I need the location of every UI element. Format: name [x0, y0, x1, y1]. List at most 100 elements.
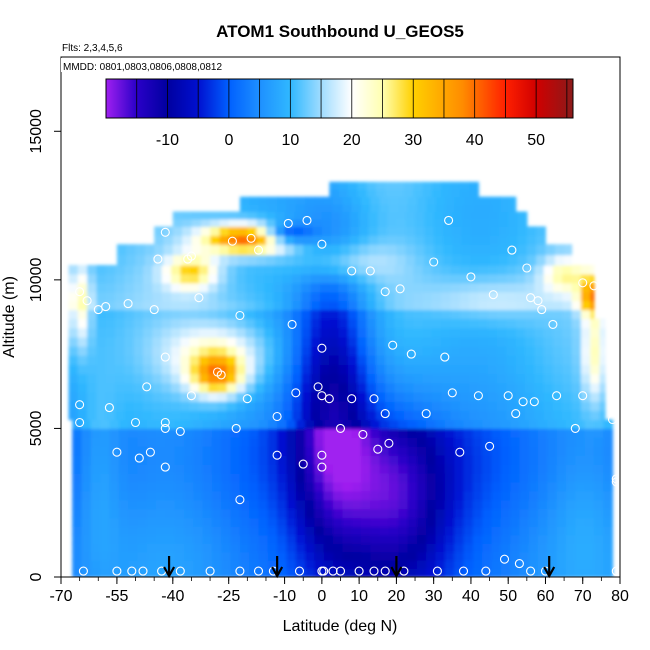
heatmap-cell: [314, 473, 325, 483]
heatmap-cell: [415, 235, 425, 245]
heatmap-cell: [566, 419, 576, 429]
heatmap-cell: [478, 318, 489, 329]
observation-point: [123, 299, 133, 309]
heatmap-cell: [379, 517, 390, 527]
heatmap-cell: [599, 401, 606, 411]
heatmap-cell: [398, 464, 409, 474]
heatmap-cell: [267, 534, 278, 544]
heatmap-cell: [254, 382, 265, 393]
heatmap-cell: [264, 410, 274, 421]
heatmap-cell: [331, 235, 342, 245]
observation-point: [78, 566, 88, 576]
heatmap-cell: [165, 526, 176, 536]
heatmap-cell: [264, 265, 274, 275]
heatmap-cell: [366, 181, 377, 190]
heatmap-cell: [361, 560, 371, 570]
heatmap-cell: [515, 273, 526, 284]
heatmap-cell: [165, 446, 176, 456]
heatmap-cell: [482, 455, 492, 465]
heatmap-cell: [182, 235, 192, 245]
heatmap-cell: [301, 382, 312, 393]
heatmap-cell: [403, 282, 414, 293]
heatmap-cell: [435, 446, 446, 456]
heatmap-cell: [180, 364, 191, 375]
heatmap-cell: [575, 499, 586, 510]
heatmap-cell: [68, 373, 79, 384]
heatmap-cell: [165, 517, 176, 527]
heatmap-cell: [562, 382, 573, 393]
heatmap-cell: [416, 534, 427, 544]
heatmap-cell: [87, 401, 97, 411]
heatmap-cell: [210, 226, 220, 236]
heatmap-cell: [525, 392, 535, 402]
heatmap-cell: [310, 309, 321, 320]
heatmap-cell: [81, 534, 92, 544]
heatmap-cell: [90, 551, 101, 561]
heatmap-cell: [552, 265, 563, 275]
heatmap-cell: [277, 517, 287, 527]
heatmap-cell: [459, 410, 470, 421]
heatmap-cell: [200, 235, 211, 245]
heatmap-cell: [320, 291, 330, 302]
heatmap-cell: [128, 517, 138, 527]
heatmap-cell: [211, 551, 222, 561]
heatmap-cell: [77, 401, 88, 411]
heatmap-cell: [198, 336, 209, 347]
heatmap-cell: [351, 428, 362, 438]
heatmap-cell: [254, 273, 265, 284]
heatmap-cell: [413, 410, 424, 421]
heatmap-cell: [174, 526, 185, 536]
heatmap-cell: [487, 401, 498, 411]
heatmap-cell: [109, 543, 120, 553]
heatmap-cell: [370, 481, 381, 492]
heatmap-cell: [571, 382, 582, 393]
heatmap-cell: [441, 392, 451, 402]
heatmap-cell: [333, 196, 343, 205]
heatmap-cell: [128, 526, 138, 536]
heatmap-cell: [478, 336, 489, 347]
heatmap-cell: [189, 336, 200, 347]
heatmap-cell: [338, 373, 349, 384]
heatmap-cell: [510, 508, 520, 519]
heatmap-cell: [133, 401, 144, 411]
heatmap-cell: [415, 211, 425, 220]
heatmap-cell: [230, 446, 241, 456]
heatmap-cell: [547, 560, 558, 570]
heatmap-cell: [264, 346, 274, 356]
heatmap-cell: [348, 181, 358, 190]
heatmap-cell: [538, 428, 548, 438]
heatmap-cell: [599, 364, 606, 375]
heatmap-cell: [506, 282, 517, 293]
heatmap-cell: [109, 419, 120, 429]
heatmap-cell: [323, 473, 334, 483]
heatmap-cell: [357, 181, 368, 190]
heatmap-cell: [566, 428, 576, 438]
heatmap-cell: [510, 446, 520, 456]
heatmap-cell: [152, 327, 163, 338]
heatmap-cell: [361, 419, 371, 429]
heatmap-cell: [450, 401, 461, 411]
heatmap-cell: [603, 568, 614, 577]
heatmap-cell: [593, 543, 604, 553]
heatmap-cell: [156, 526, 166, 536]
heatmap-cell: [226, 410, 237, 421]
heatmap-cell: [603, 508, 614, 519]
heatmap-cell: [426, 517, 437, 527]
heatmap-cell: [534, 392, 545, 402]
heatmap-cell: [534, 355, 545, 365]
heatmap-cell: [143, 410, 153, 421]
heatmap-cell: [273, 265, 284, 275]
observation-point: [444, 215, 454, 225]
flight-arrow-head: [390, 566, 403, 579]
heatmap-cell: [217, 346, 228, 356]
heatmap-cell: [444, 455, 455, 465]
heatmap-cell: [295, 526, 306, 536]
heatmap-cell: [422, 382, 433, 393]
heatmap-cell: [146, 543, 157, 553]
heatmap-cell: [361, 428, 371, 438]
heatmap-cell: [295, 204, 306, 213]
observation-point: [153, 254, 163, 264]
heatmap-cell: [180, 346, 191, 356]
heatmap-cell: [584, 473, 595, 483]
heatmap-cell: [426, 419, 437, 429]
